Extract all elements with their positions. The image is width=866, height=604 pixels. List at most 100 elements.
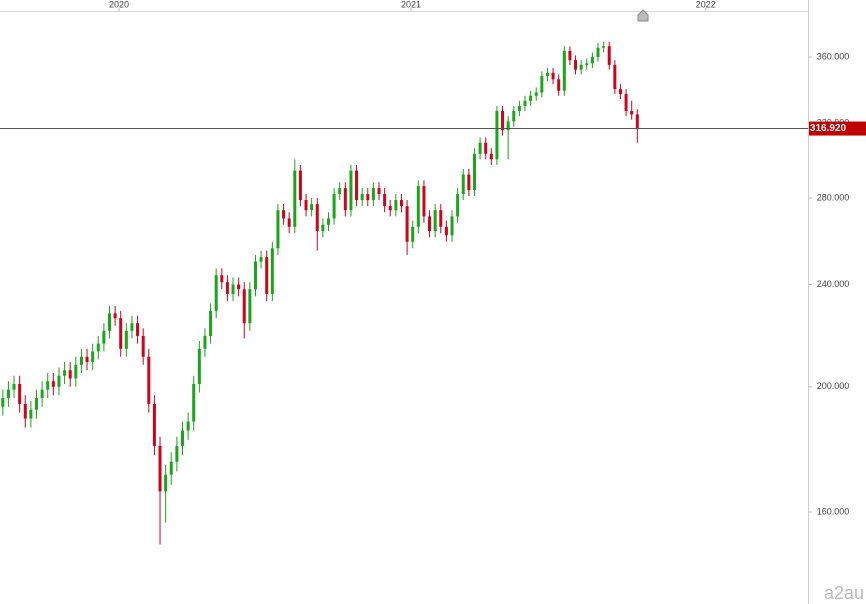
candle-body	[147, 356, 151, 404]
candle-body	[186, 421, 190, 431]
candle-body	[197, 348, 201, 385]
candle-body	[321, 224, 325, 232]
candle-body	[388, 206, 392, 211]
x-tick-label: 2022	[696, 0, 716, 9]
x-tick-label: 2021	[401, 0, 421, 9]
candle-body	[34, 398, 38, 410]
candle-body	[501, 110, 505, 131]
candle-body	[1, 398, 5, 407]
candle-body	[214, 275, 218, 311]
candle-body	[310, 204, 314, 211]
candle-body	[624, 94, 628, 111]
candle-body	[484, 142, 488, 154]
candle-body	[534, 92, 538, 96]
candle-body	[618, 89, 622, 95]
candle-body	[192, 384, 196, 422]
candle-body	[113, 313, 117, 319]
candle-body	[461, 174, 465, 195]
candle-body	[253, 261, 257, 290]
candle-body	[29, 409, 33, 419]
candle-body	[495, 110, 499, 160]
candle-body	[91, 351, 95, 363]
candle-body	[136, 323, 140, 336]
candle-body	[63, 370, 67, 376]
candle-body	[141, 335, 145, 357]
candle-body	[371, 188, 375, 201]
candle-body	[343, 188, 347, 211]
candle-body	[545, 72, 549, 77]
candle-body	[152, 403, 156, 446]
candle-body	[523, 100, 527, 106]
candle-body	[282, 210, 286, 219]
price-label-box	[809, 121, 866, 136]
candle-body	[439, 210, 443, 227]
candle-body	[383, 194, 387, 207]
candle-body	[394, 200, 398, 211]
y-tick-label: 280.000	[817, 192, 850, 202]
candle-body	[169, 461, 173, 475]
candle-body	[124, 330, 128, 349]
candle-body	[119, 318, 123, 349]
candle-body	[209, 310, 213, 336]
candle-body	[602, 46, 606, 48]
candle-body	[102, 330, 106, 344]
candle-body	[562, 50, 566, 91]
candle-body	[360, 194, 364, 201]
candle-body	[287, 218, 291, 227]
candle-body	[366, 194, 370, 201]
candle-body	[259, 257, 263, 262]
candle-body	[529, 95, 533, 101]
candle-body	[467, 174, 471, 191]
candle-body	[355, 170, 359, 201]
candle-body	[164, 474, 168, 492]
y-tick-label: 240.000	[817, 279, 850, 289]
price-label: 316.920	[810, 123, 847, 134]
candle-body	[298, 170, 302, 201]
candle-body	[57, 375, 61, 387]
candle-body	[107, 313, 111, 331]
candle-body	[635, 114, 639, 129]
candle-body	[456, 194, 460, 217]
y-tick-label: 160.000	[817, 506, 850, 516]
candle-body	[12, 384, 16, 390]
candle-body	[276, 210, 280, 249]
candle-body	[231, 284, 235, 294]
candle-body	[315, 204, 319, 232]
candle-body	[579, 64, 583, 70]
candle-body	[613, 64, 617, 90]
candle-body	[433, 210, 437, 232]
candle-body	[51, 381, 55, 387]
candle-body	[18, 384, 22, 404]
candle-body	[68, 370, 72, 379]
candle-body	[175, 445, 179, 462]
y-tick-label: 360.000	[817, 51, 850, 61]
candle-body	[422, 186, 426, 217]
candle-body	[590, 57, 594, 64]
candle-body	[450, 216, 454, 236]
candle-body	[630, 110, 634, 115]
candle-body	[478, 142, 482, 154]
candle-body	[568, 50, 572, 61]
candle-body	[585, 63, 589, 65]
candle-body	[225, 282, 229, 294]
candle-body	[326, 218, 330, 225]
candle-body	[74, 364, 78, 379]
scroll-marker[interactable]	[637, 9, 649, 22]
candle-body	[607, 46, 611, 65]
candle-body	[270, 248, 274, 294]
candle-body	[416, 186, 420, 227]
candle-body	[472, 153, 476, 191]
candle-body	[265, 257, 269, 294]
y-tick-label: 200.000	[817, 381, 850, 391]
candle-body	[332, 194, 336, 219]
candle-body	[237, 284, 241, 290]
candle-body	[180, 430, 184, 446]
candle-body	[596, 47, 600, 58]
candle-body	[248, 289, 252, 324]
candle-body	[85, 356, 89, 363]
candle-body	[557, 79, 561, 91]
candle-body	[203, 335, 207, 349]
candle-body	[377, 188, 381, 195]
candle-body	[6, 389, 10, 399]
